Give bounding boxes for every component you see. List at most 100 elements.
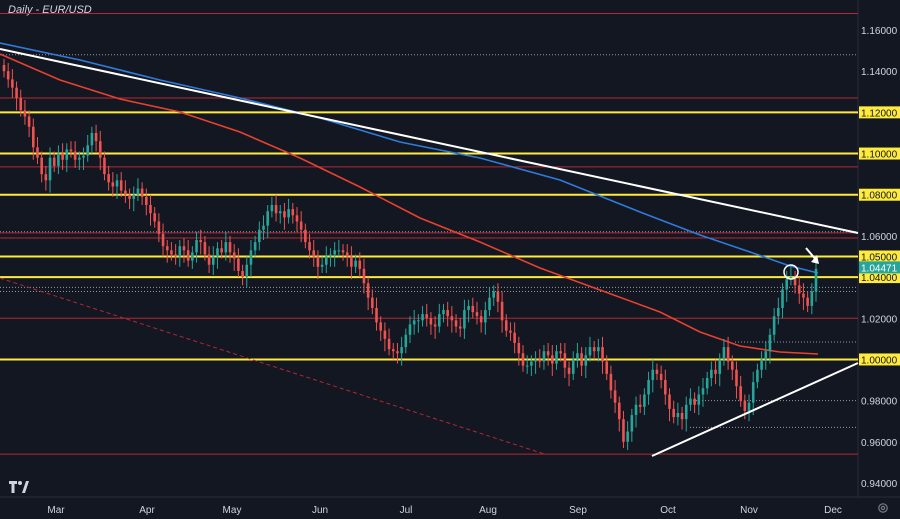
candle[interactable] <box>442 310 445 315</box>
candle[interactable] <box>626 431 629 442</box>
candle[interactable] <box>304 229 307 243</box>
candle[interactable] <box>580 353 583 366</box>
candle[interactable] <box>232 252 236 259</box>
candle[interactable] <box>513 332 516 343</box>
candle[interactable] <box>362 268 366 284</box>
candle[interactable] <box>333 250 336 255</box>
ascending-trendline[interactable] <box>651 362 859 457</box>
annotation-circle[interactable] <box>783 264 799 280</box>
candle[interactable] <box>433 324 437 327</box>
candle[interactable] <box>467 305 470 311</box>
candle[interactable] <box>283 211 286 218</box>
candle[interactable] <box>471 305 475 313</box>
candle[interactable] <box>48 157 52 181</box>
candle[interactable] <box>324 256 328 265</box>
candle[interactable] <box>320 264 324 267</box>
candle[interactable] <box>61 153 64 160</box>
candle[interactable] <box>157 221 161 234</box>
candle[interactable] <box>316 256 320 267</box>
candle[interactable] <box>429 318 433 325</box>
candle[interactable] <box>258 229 261 243</box>
candle[interactable] <box>756 369 759 383</box>
candle[interactable] <box>32 126 35 148</box>
candle[interactable] <box>504 320 508 331</box>
candle[interactable] <box>6 71 10 80</box>
candle[interactable] <box>19 97 23 111</box>
candle[interactable] <box>391 349 395 352</box>
candle[interactable] <box>521 353 525 366</box>
candle[interactable] <box>530 361 533 366</box>
candle[interactable] <box>613 390 617 403</box>
candle[interactable] <box>195 240 198 253</box>
candle[interactable] <box>153 213 156 222</box>
candle[interactable] <box>450 316 454 321</box>
candle[interactable] <box>107 174 110 183</box>
ma-red-line[interactable] <box>0 53 819 355</box>
candle[interactable] <box>555 351 558 364</box>
candle[interactable] <box>65 149 69 160</box>
candle[interactable] <box>379 322 382 331</box>
candle[interactable] <box>463 310 466 329</box>
candle[interactable] <box>36 147 39 158</box>
candle[interactable] <box>651 369 655 381</box>
candle[interactable] <box>802 293 805 298</box>
candle[interactable] <box>630 415 634 432</box>
candle[interactable] <box>730 361 734 370</box>
candle[interactable] <box>69 149 73 152</box>
candle[interactable] <box>274 205 278 214</box>
candle[interactable] <box>793 277 797 286</box>
candle[interactable] <box>149 205 152 214</box>
candle[interactable] <box>446 310 449 317</box>
candle[interactable] <box>488 297 491 311</box>
candle[interactable] <box>350 256 353 267</box>
candle[interactable] <box>103 157 106 175</box>
candle[interactable] <box>266 211 269 226</box>
candle[interactable] <box>760 359 763 370</box>
candle[interactable] <box>337 250 341 252</box>
candle[interactable] <box>262 225 265 230</box>
candle[interactable] <box>40 157 43 175</box>
candle[interactable] <box>718 359 722 374</box>
candle[interactable] <box>11 79 14 88</box>
candle[interactable] <box>592 347 596 352</box>
candle[interactable] <box>90 132 94 146</box>
candle[interactable] <box>44 174 48 181</box>
candle[interactable] <box>312 250 316 257</box>
candle[interactable] <box>567 367 571 374</box>
gear-icon[interactable] <box>876 501 890 515</box>
candle[interactable] <box>165 246 169 251</box>
candle[interactable] <box>609 373 613 391</box>
candle[interactable] <box>484 310 487 323</box>
candle[interactable] <box>722 347 726 360</box>
candle[interactable] <box>479 316 483 323</box>
candle[interactable] <box>714 369 717 374</box>
candle[interactable] <box>2 65 6 72</box>
candle[interactable] <box>228 242 232 253</box>
candle[interactable] <box>57 153 60 166</box>
candle[interactable] <box>161 233 165 247</box>
candle[interactable] <box>199 240 203 243</box>
candle[interactable] <box>86 145 90 156</box>
candle[interactable] <box>329 254 332 257</box>
candle[interactable] <box>525 365 529 367</box>
candle[interactable] <box>726 347 730 362</box>
candle[interactable] <box>182 246 186 251</box>
candle[interactable] <box>115 180 119 187</box>
candle[interactable] <box>237 258 240 271</box>
candle[interactable] <box>781 289 784 308</box>
candle[interactable] <box>82 155 85 158</box>
candle[interactable] <box>375 307 378 323</box>
candle[interactable] <box>383 330 387 339</box>
candle[interactable] <box>27 116 31 127</box>
candle[interactable] <box>764 351 768 360</box>
candle[interactable] <box>797 285 801 294</box>
candle[interactable] <box>517 342 521 354</box>
candle[interactable] <box>345 252 349 257</box>
candle[interactable] <box>664 380 667 395</box>
candle[interactable] <box>421 314 424 321</box>
candle[interactable] <box>768 334 772 352</box>
candle[interactable] <box>249 250 253 265</box>
candle[interactable] <box>94 132 98 142</box>
candle[interactable] <box>684 404 688 420</box>
